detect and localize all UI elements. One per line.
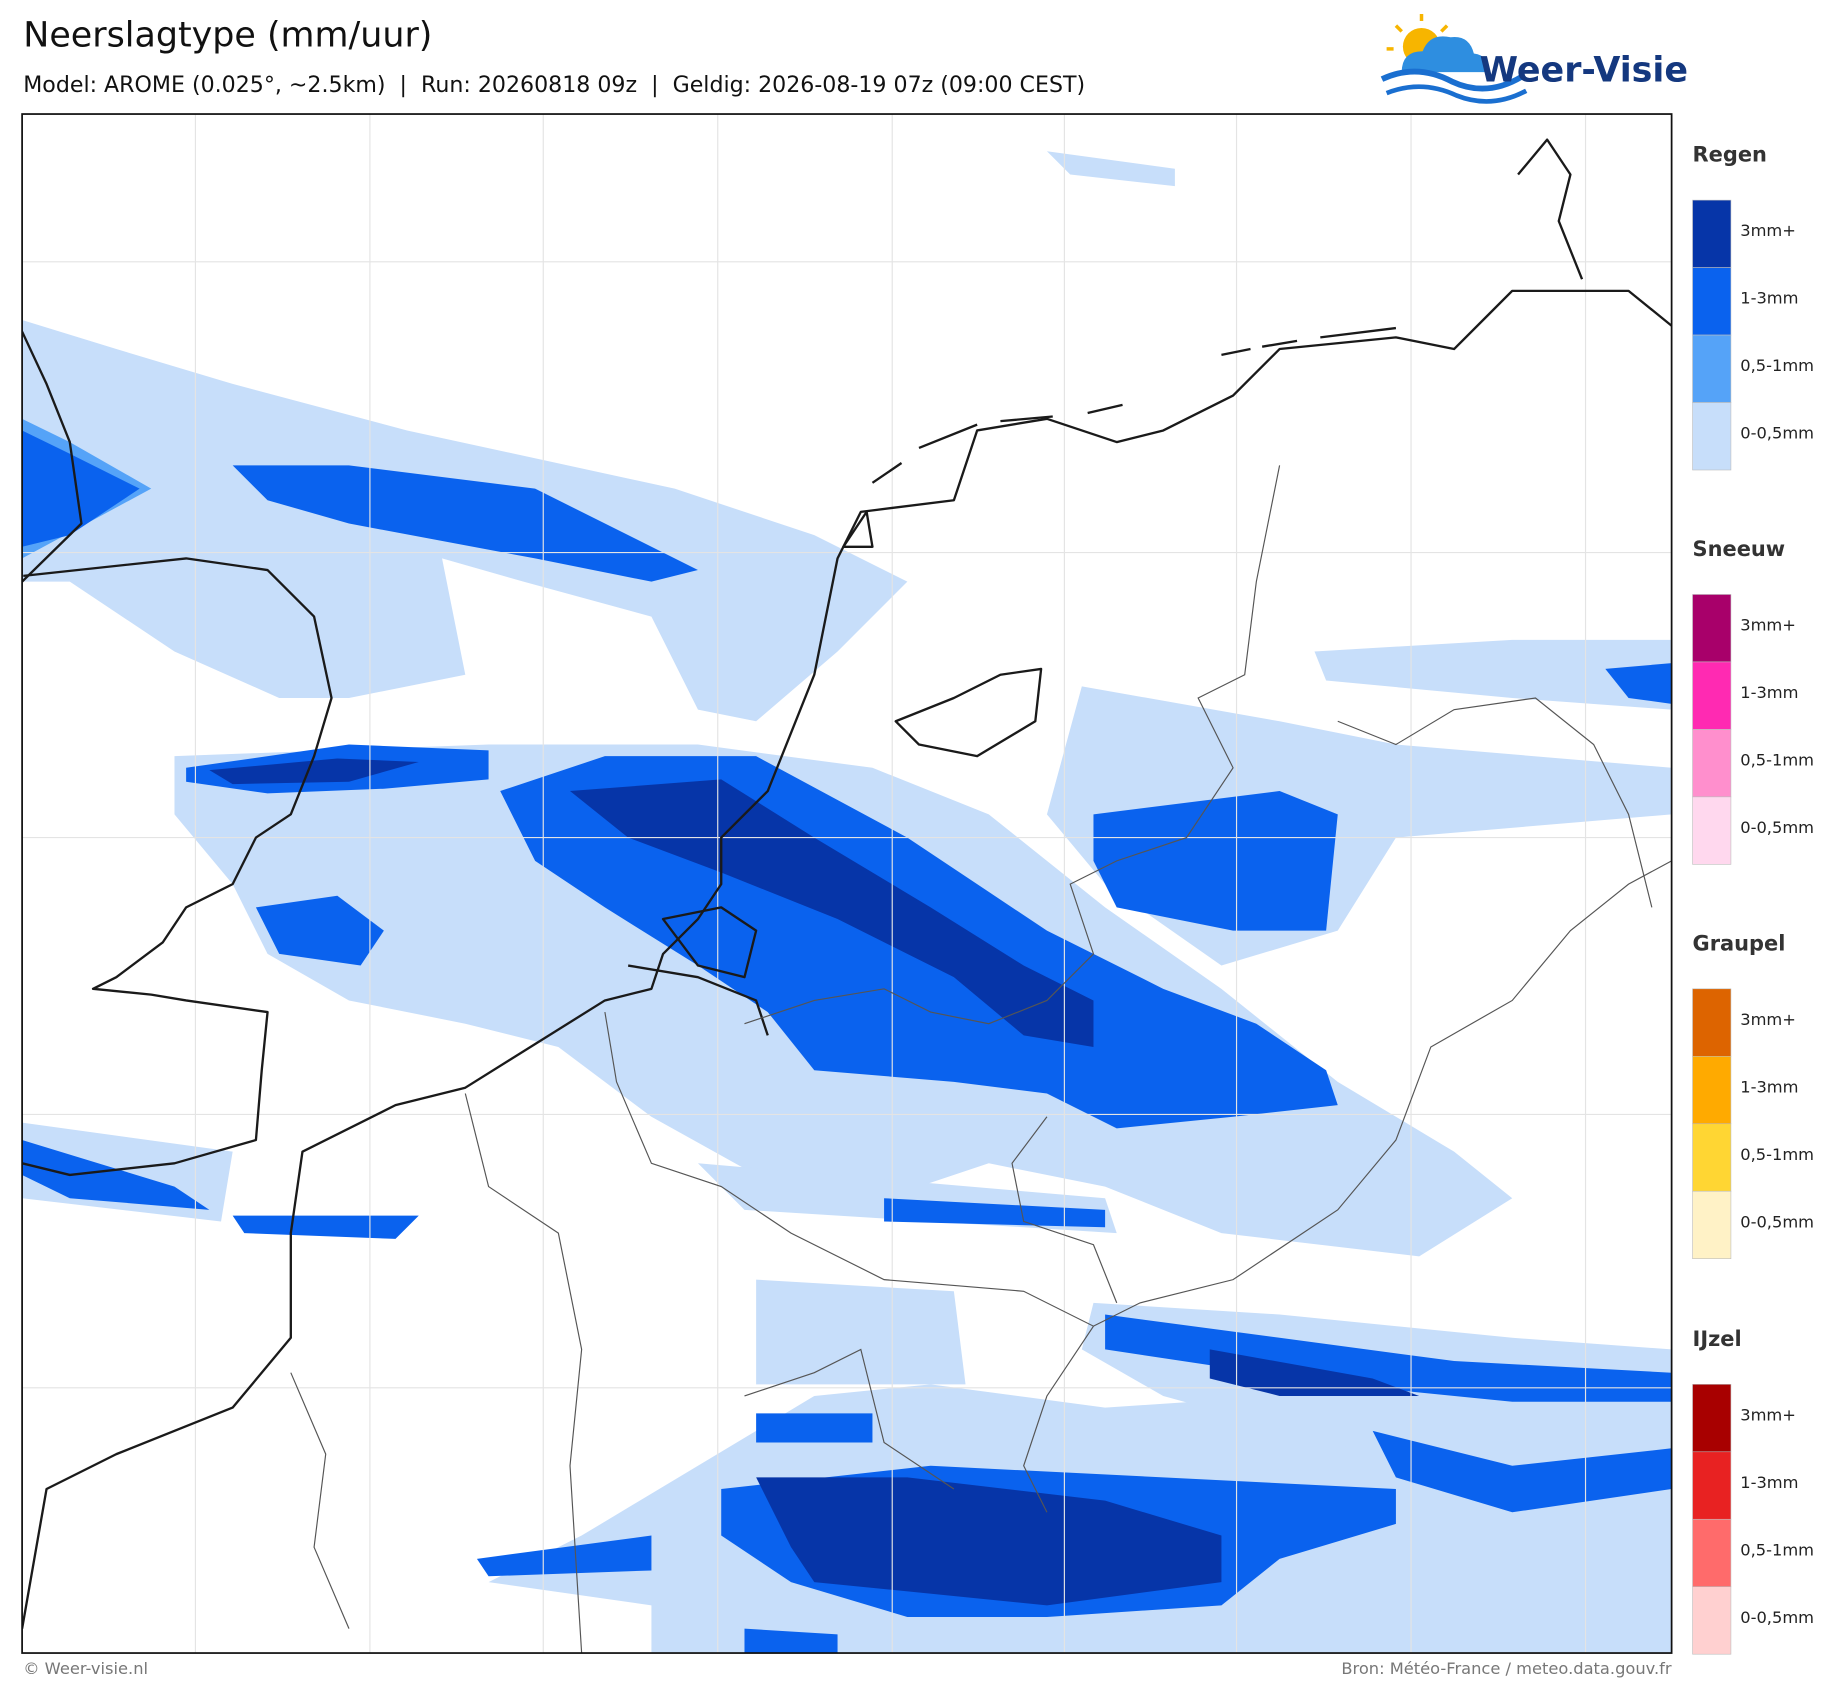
legend-swatch xyxy=(1692,1190,1732,1259)
legend-swatch xyxy=(1692,594,1732,663)
legend-swatch xyxy=(1692,267,1732,336)
legend-label: 0-0,5mm xyxy=(1740,1212,1814,1231)
coastlines xyxy=(22,138,1672,1629)
legend-label: 0,5-1mm xyxy=(1740,750,1814,769)
title: Neerslagtype (mm/uur) xyxy=(23,16,432,56)
legend-label: 3mm+ xyxy=(1740,1405,1796,1424)
footer-left: © Weer-visie.nl xyxy=(23,1659,148,1678)
map xyxy=(22,114,1672,1654)
precipitation xyxy=(22,151,1672,1654)
legend-swatch xyxy=(1692,988,1732,1057)
logo: Weer-Visie xyxy=(1380,13,1688,104)
legend-title: Regen xyxy=(1693,143,1767,167)
legend-swatch xyxy=(1692,334,1732,403)
footer-right: Bron: Météo-France / meteo.data.gouv.fr xyxy=(1341,1659,1672,1678)
legend-label: 0,5-1mm xyxy=(1740,1540,1814,1559)
legend-label: 3mm+ xyxy=(1740,616,1796,635)
legend-label: 0-0,5mm xyxy=(1740,424,1814,443)
legend-label: 0,5-1mm xyxy=(1740,1145,1814,1164)
legend-swatch xyxy=(1692,1518,1732,1588)
legend-swatch xyxy=(1692,1384,1732,1453)
legend-label: 1-3mm xyxy=(1740,289,1798,308)
legend-title: IJzel xyxy=(1693,1327,1742,1351)
legend-label: 1-3mm xyxy=(1740,1473,1798,1492)
legend-swatch xyxy=(1692,199,1732,268)
legend: Regen 3mm+ 1-3mm 0,5-1mm 0-0,5mm Sneeuw 3mm+ 1-… xyxy=(1692,143,1814,1655)
legend-label: 3mm+ xyxy=(1740,221,1796,240)
legend-label: 0-0,5mm xyxy=(1740,818,1814,837)
logo-text: Weer-Visie xyxy=(1480,50,1688,90)
map-frame xyxy=(21,113,1673,1654)
legend-swatch xyxy=(1692,402,1732,471)
legend-swatch xyxy=(1692,1055,1732,1125)
legend-swatch xyxy=(1692,796,1732,865)
legend-swatch xyxy=(1692,1586,1732,1655)
legend-label: 1-3mm xyxy=(1740,1077,1798,1096)
legend-title: Sneeuw xyxy=(1693,537,1786,561)
legend-label: 0-0,5mm xyxy=(1740,1608,1814,1627)
legend-swatch xyxy=(1692,661,1732,730)
legend-swatch xyxy=(1692,1451,1732,1520)
legend-label: 3mm+ xyxy=(1740,1010,1796,1029)
legend-swatch xyxy=(1692,1123,1732,1192)
subtitle: Model: AROME (0.025°, ~2.5km) | Run: 202… xyxy=(23,72,1085,98)
legend-swatch xyxy=(1692,729,1732,798)
legend-label: 0,5-1mm xyxy=(1740,356,1814,375)
borders xyxy=(290,465,1672,1654)
legend-label: 1-3mm xyxy=(1740,683,1798,702)
legend-title: Graupel xyxy=(1693,931,1786,955)
